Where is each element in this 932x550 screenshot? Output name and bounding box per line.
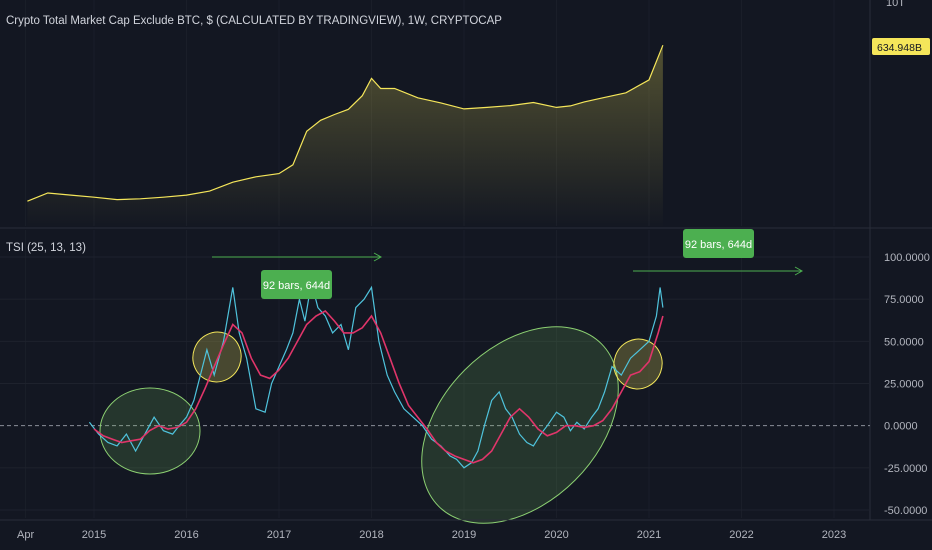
tsi-y-tick-label: -25.0000 [884, 463, 927, 475]
time-axis-tick-label: 2015 [82, 529, 106, 541]
time-axis-tick-label: Apr [17, 529, 34, 541]
tsi-y-tick-label: -50.0000 [884, 505, 927, 517]
highlight-ellipse [192, 331, 242, 383]
tsi-y-axis: 100.0000 75.0000 50.0000 25.0000 0.0000 -25.0… [884, 252, 930, 517]
time-axis: Apr 2015 2016 2017 2018 2019 2020 2021 2022 2023 [17, 529, 846, 541]
highlight-ellipse [613, 338, 663, 390]
time-axis-tick-label: 2018 [359, 529, 383, 541]
price-area-fill [27, 45, 663, 229]
time-axis-tick-label: 2021 [637, 529, 661, 541]
time-axis-tick-label: 2016 [174, 529, 198, 541]
tsi-y-tick-label: 100.0000 [884, 252, 930, 264]
time-axis-tick-label: 2019 [452, 529, 476, 541]
highlight-ellipse [421, 326, 619, 524]
bars-range-arrow [212, 252, 383, 262]
price-last-value-badge: 634.948B [872, 38, 930, 55]
tsi-y-tick-label: 50.0000 [884, 336, 924, 348]
tsi-y-tick-label: 0.0000 [884, 421, 918, 433]
price-axis-tick-label: 10T [886, 0, 905, 9]
tsi-indicator-title: TSI (25, 13, 13) [6, 242, 86, 254]
price-last-value-text: 634.948B [877, 42, 922, 54]
bars-range-label-text: 92 bars, 644d [263, 280, 330, 292]
price-series-line [27, 44, 664, 202]
time-axis-tick-label: 2017 [267, 529, 291, 541]
price-chart-title: Crypto Total Market Cap Exclude BTC, $ (… [6, 15, 502, 27]
bars-range-arrow [633, 266, 804, 276]
time-axis-tick-label: 2022 [729, 529, 753, 541]
time-axis-tick-label: 2020 [544, 529, 568, 541]
tsi-y-tick-label: 75.0000 [884, 294, 924, 306]
time-axis-tick-label: 2023 [822, 529, 846, 541]
tsi-pane: TSI (25, 13, 13) 100.0000 75.0000 50.0000 2… [0, 229, 930, 524]
bars-range-label: 92 bars, 644d [683, 229, 754, 258]
bars-range-label-text: 92 bars, 644d [685, 239, 752, 251]
signal-series-line [93, 309, 664, 464]
price-pane: Crypto Total Market Cap Exclude BTC, $ (… [6, 0, 930, 518]
tsi-horizontal-gridlines [0, 256, 870, 511]
tsi-y-tick-label: 25.0000 [884, 379, 924, 391]
bars-range-label: 92 bars, 644d [261, 270, 332, 299]
